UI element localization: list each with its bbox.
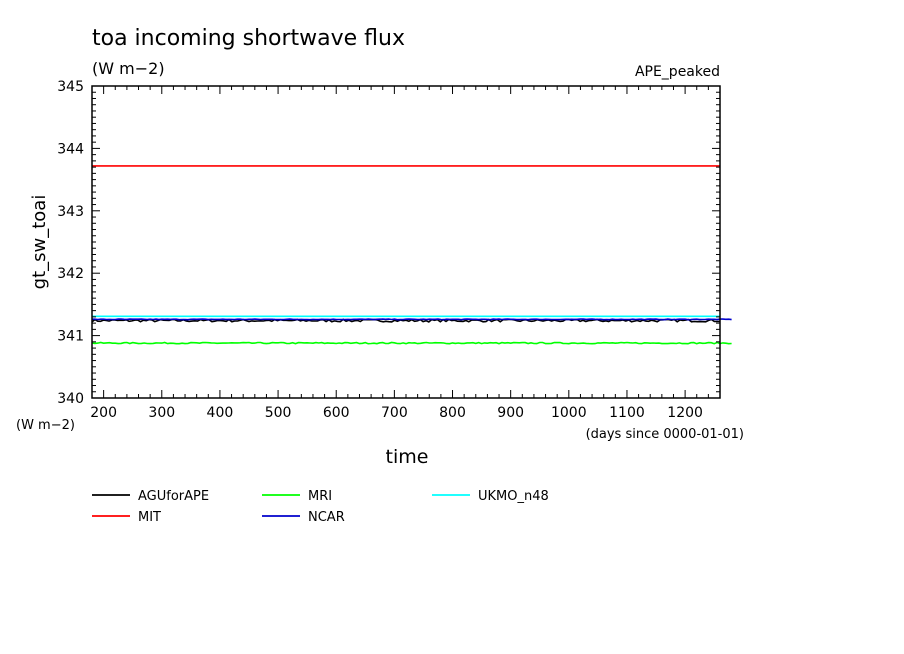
y-axis-units: (W m−2) (16, 418, 75, 433)
x-tick-label: 800 (439, 405, 466, 421)
legend-item: UKMO_n48 (432, 489, 549, 504)
plot-frame (91, 85, 721, 399)
series-layer (91, 165, 732, 345)
legend-label: NCAR (308, 510, 345, 525)
legend: AGUforAPE MIT MRI NCAR UKMO_n48 (92, 489, 549, 525)
axis-ticks (91, 85, 721, 399)
legend-item: MRI (262, 489, 332, 504)
y-axis-tick-labels: 340 341 342 343 344 345 (57, 79, 84, 407)
x-tick-label: 500 (265, 405, 292, 421)
legend-label: MRI (308, 489, 332, 504)
y-tick-label: 344 (57, 141, 84, 157)
x-tick-label: 1200 (667, 405, 703, 421)
x-tick-label: 300 (148, 405, 175, 421)
series-line-ncar (92, 318, 732, 321)
x-axis-label: time (386, 446, 429, 468)
y-axis-label: gt_sw_toai (29, 195, 50, 290)
x-tick-label: 700 (381, 405, 408, 421)
legend-label: AGUforAPE (138, 489, 209, 504)
x-axis-units: (days since 0000-01-01) (586, 427, 744, 442)
y-tick-label: 341 (57, 329, 84, 345)
x-tick-label: 1000 (551, 405, 587, 421)
legend-label: UKMO_n48 (478, 489, 549, 504)
x-axis-tick-labels: 200 300 400 500 600 700 800 900 1000 1100 1200 (90, 405, 703, 421)
y-tick-label: 343 (57, 204, 84, 220)
x-tick-label: 400 (207, 405, 234, 421)
legend-item: MIT (92, 510, 161, 525)
legend-item: AGUforAPE (92, 489, 209, 504)
series-line-mri (91, 341, 732, 345)
legend-item: NCAR (262, 510, 345, 525)
chart-title: toa incoming shortwave flux (92, 26, 405, 51)
y-tick-label: 342 (57, 266, 84, 282)
x-tick-label: 900 (497, 405, 524, 421)
y-tick-label: 340 (57, 391, 84, 407)
x-tick-label: 200 (90, 405, 117, 421)
series-line-aguforape (91, 318, 721, 323)
y-tick-label: 345 (57, 79, 84, 95)
legend-label: MIT (138, 510, 161, 525)
x-tick-label: 1100 (609, 405, 645, 421)
experiment-tag: APE_peaked (635, 64, 720, 80)
chart-units: (W m−2) (92, 59, 165, 78)
x-tick-label: 600 (323, 405, 350, 421)
